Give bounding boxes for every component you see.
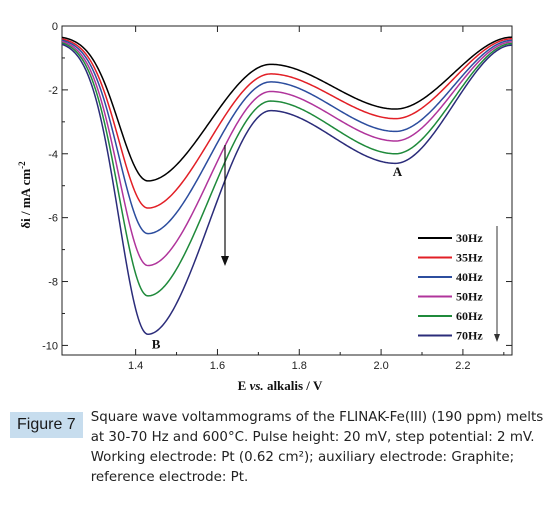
plot-area-border — [61, 25, 513, 356]
series-line-40Hz — [61, 39, 513, 235]
caption-text: Square wave voltammograms of the FLINAK-… — [90, 410, 544, 485]
legend-arrow — [494, 226, 500, 342]
legend-label: 35Hz — [456, 251, 483, 265]
legend-label: 50Hz — [456, 290, 483, 304]
x-axis-title: E vs. alkalis / V — [238, 378, 323, 393]
x-axis-title-rest: alkalis / V — [267, 378, 323, 393]
plot-frame — [61, 25, 513, 356]
x-tick-label: 2.0 — [373, 360, 388, 372]
legend-label: 40Hz — [456, 270, 483, 284]
legend-label: 70Hz — [456, 329, 483, 343]
y-tick-label: 0 — [52, 21, 58, 33]
curve-series — [61, 36, 513, 335]
y-tick-label: -6 — [48, 213, 58, 225]
series-line-50Hz — [61, 40, 513, 267]
x-tick-label: 2.2 — [455, 360, 470, 372]
x-tick-label: 1.6 — [210, 360, 225, 372]
y-tick-label: -10 — [42, 340, 58, 352]
series-line-30Hz — [61, 36, 513, 182]
figure-label: Figure 7 — [10, 412, 83, 438]
peak-label-b: B — [152, 337, 161, 352]
legend-label: 30Hz — [456, 231, 483, 245]
series-line-60Hz — [61, 42, 513, 297]
series-line-70Hz — [61, 43, 513, 335]
figure-caption: Figure 7 Square wave voltammograms of th… — [10, 408, 546, 488]
legend-label: 60Hz — [456, 309, 483, 323]
y-tick-label: -8 — [48, 277, 58, 289]
y-tick-label: -4 — [48, 149, 58, 161]
y-axis-title-exponent: -2 — [17, 161, 27, 169]
x-axis-ticks: 1.4 1.6 1.8 2.0 2.2 — [128, 26, 505, 372]
y-axis-title-base: δi / mA cm — [18, 169, 33, 229]
y-tick-label: -2 — [48, 85, 58, 97]
legend: 30Hz 35Hz 40Hz 50Hz 60Hz 70Hz — [418, 231, 483, 343]
x-axis-title-e: E — [238, 378, 247, 393]
y-axis-ticks: 0 -2 -4 -6 -8 -10 — [42, 21, 512, 352]
peak-label-a: A — [393, 164, 403, 179]
y-axis-title: δi / mA cm-2 — [17, 161, 33, 229]
x-axis-title-vs: vs. — [250, 378, 264, 393]
x-tick-label: 1.8 — [292, 360, 307, 372]
voltammogram-chart: 1.4 1.6 1.8 2.0 2.2 0 -2 -4 -6 -8 -10 A B 30Hz 35H… — [17, 21, 513, 393]
trend-arrow — [221, 145, 229, 266]
x-tick-label: 1.4 — [128, 360, 143, 372]
series-line-35Hz — [61, 38, 513, 209]
